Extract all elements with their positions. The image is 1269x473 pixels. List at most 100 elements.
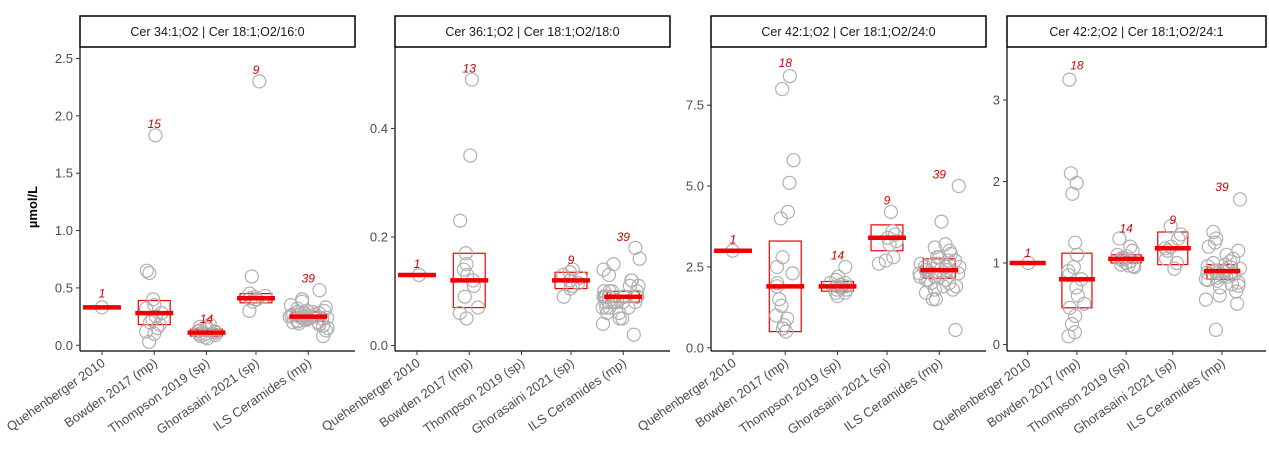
data-point <box>631 278 646 293</box>
data-point <box>245 294 260 309</box>
data-point <box>878 253 893 268</box>
x-tick-label: ILS Ceramides (mp) <box>210 355 314 434</box>
data-point <box>1068 235 1083 250</box>
data-point <box>952 259 967 275</box>
sample-count-label: 14 <box>200 312 214 326</box>
data-point <box>1212 288 1227 303</box>
facet-strip <box>394 15 671 48</box>
data-point <box>927 240 942 255</box>
data-point <box>601 267 617 283</box>
group-ghorasaini-2021-sp-: 9 <box>868 194 906 271</box>
facet-title: Cer 34:1;O2 | Cer 18:1;O2/16:0 <box>130 25 304 39</box>
sample-count-label: 15 <box>148 117 162 131</box>
sample-count-label: 18 <box>779 56 793 70</box>
data-point <box>1077 296 1092 311</box>
data-point <box>138 324 154 339</box>
y-axis-label: µmol/L <box>25 186 40 228</box>
data-point <box>463 148 478 163</box>
data-point <box>320 320 335 336</box>
y-tick-label: 0.4 <box>370 121 388 136</box>
sample-count-label: 39 <box>933 168 947 182</box>
y-tick-label: 0.5 <box>55 280 73 295</box>
facet-strip <box>710 15 987 48</box>
data-point <box>1064 317 1080 332</box>
y-tick-label: 7.5 <box>686 98 704 113</box>
group-bowden-2017-mp-: 18 <box>766 56 805 339</box>
group-thompson-2019-sp-: 14 <box>1108 222 1145 275</box>
data-point <box>252 74 267 89</box>
y-tick-label: 0 <box>993 337 1000 352</box>
y-tick-label: 2.5 <box>55 51 73 66</box>
data-point <box>208 327 223 343</box>
data-point <box>316 328 331 344</box>
sample-count-label: 1 <box>414 257 421 271</box>
facet-strip <box>79 15 356 48</box>
facet-panel-2: Cer 36:1;O2 | Cer 18:1;O2/18:0 0.0 0.2 0.4 Q… <box>319 15 671 437</box>
data-point <box>1062 300 1077 315</box>
data-point <box>1210 273 1225 289</box>
data-point <box>148 128 163 143</box>
data-point <box>775 321 790 336</box>
facet-strip <box>1006 15 1267 48</box>
data-point <box>632 251 647 266</box>
group-bowden-2017-mp-: 15 <box>135 117 174 349</box>
y-tick-label: 2 <box>993 174 1000 189</box>
y-tick-label: 1.0 <box>55 223 73 238</box>
data-point <box>934 214 949 229</box>
sample-count-label: 9 <box>884 194 891 208</box>
data-point <box>1212 280 1228 295</box>
group-ils-ceramides-mp-: 39 <box>595 230 647 342</box>
facet-title: Cer 42:1;O2 | Cer 18:1;O2/24:0 <box>761 25 935 39</box>
data-point <box>925 292 940 307</box>
data-point <box>464 72 480 87</box>
data-point <box>1063 166 1078 181</box>
sample-count-label: 9 <box>253 63 260 77</box>
group-ils-ceramides-mp-: 39 <box>1198 180 1248 337</box>
data-point <box>773 211 788 226</box>
sample-count-label: 14 <box>831 249 845 263</box>
data-point <box>1163 219 1178 234</box>
y-tick-label: 2.0 <box>55 108 73 123</box>
sample-count-label: 9 <box>568 253 575 267</box>
facet-panel-4: Cer 42:2;O2 | Cer 18:1;O2/24:10123Quehen… <box>930 15 1267 437</box>
data-point <box>1208 322 1224 337</box>
data-point <box>452 213 468 228</box>
data-point <box>782 175 797 190</box>
data-point <box>146 292 161 307</box>
data-point <box>142 334 157 349</box>
data-point <box>889 233 904 249</box>
data-point <box>459 311 474 326</box>
data-point <box>871 256 886 271</box>
data-point <box>1062 72 1077 87</box>
data-point <box>1112 231 1127 246</box>
data-point <box>244 269 259 284</box>
data-point <box>1232 192 1248 207</box>
data-point <box>258 288 273 304</box>
data-point <box>778 324 794 339</box>
y-tick-label: 3 <box>993 92 1000 107</box>
data-point <box>596 262 611 277</box>
data-point <box>457 289 472 304</box>
group-ils-ceramides-mp-: 39 <box>912 168 967 338</box>
data-point <box>595 316 611 331</box>
data-point <box>775 81 790 97</box>
sample-count-label: 39 <box>1215 180 1229 194</box>
facet-panel-3: Cer 42:1;O2 | Cer 18:1;O2/24:0 0.0 2.5 5.0 7… <box>635 15 987 437</box>
data-point <box>470 300 486 315</box>
group-quehenberger-2010: 1 <box>398 257 436 283</box>
y-tick-label: 0.0 <box>55 338 73 353</box>
data-point <box>769 308 784 323</box>
data-point <box>1226 251 1241 267</box>
sample-count-label: 18 <box>1070 59 1084 73</box>
data-point <box>1201 239 1216 254</box>
sample-count-label: 1 <box>730 232 737 246</box>
y-tick-label: 5.0 <box>686 179 704 194</box>
data-point <box>1070 247 1085 262</box>
y-tick-label: 1.5 <box>55 166 73 181</box>
data-point <box>1069 176 1084 191</box>
data-point <box>936 279 951 294</box>
data-point <box>1229 296 1245 311</box>
data-point <box>595 300 610 315</box>
facet-title: Cer 42:2;O2 | Cer 18:1;O2/24:1 <box>1049 25 1223 39</box>
